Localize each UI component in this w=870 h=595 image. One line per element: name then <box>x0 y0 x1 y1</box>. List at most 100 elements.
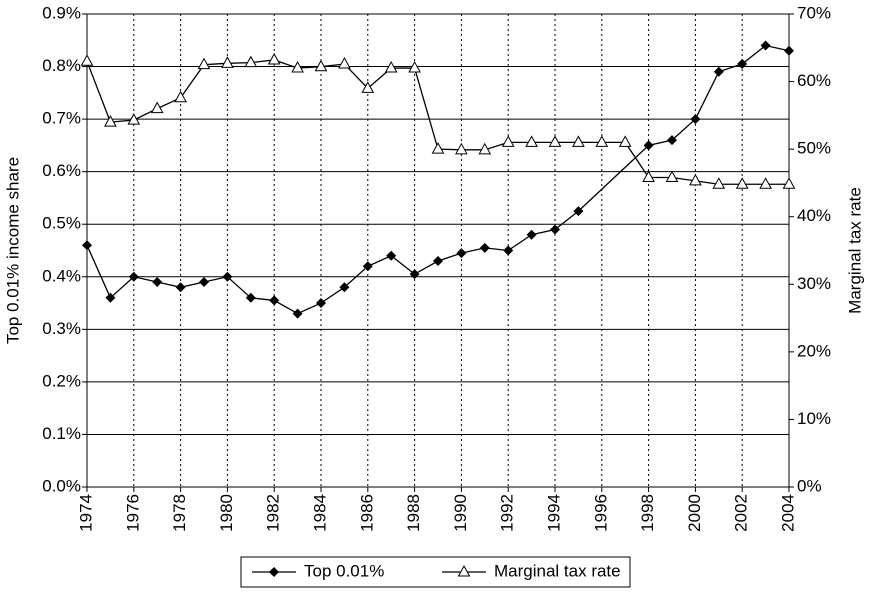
data-point <box>642 170 655 183</box>
x-tick-label: 2004 <box>778 494 797 532</box>
y-tick-label: 0.9% <box>42 3 81 22</box>
y2-tick-label: 20% <box>797 341 831 360</box>
data-point <box>316 298 326 309</box>
data-point <box>314 59 328 72</box>
x-tick-label: 1974 <box>76 494 95 532</box>
y-tick-label: 0.7% <box>42 109 81 128</box>
data-point <box>269 295 280 306</box>
y2-tick-label: 50% <box>797 139 831 158</box>
y-tick-label: 0.2% <box>42 371 81 390</box>
y-tick-label: 0.0% <box>42 476 81 495</box>
data-point <box>503 245 514 256</box>
x-tick-label: 1996 <box>591 494 610 532</box>
plot-frame <box>86 13 790 488</box>
data-point <box>665 170 679 183</box>
data-point <box>409 269 420 280</box>
y-tick-label: 0.8% <box>42 56 81 75</box>
data-point <box>433 256 443 267</box>
data-point <box>737 58 748 69</box>
data-point <box>384 61 398 73</box>
data-point <box>526 229 537 240</box>
data-point <box>759 177 772 189</box>
data-point <box>760 40 771 51</box>
data-point <box>595 135 609 147</box>
data-point <box>667 135 677 146</box>
y2-tick-label: 10% <box>797 409 831 428</box>
data-point <box>712 177 726 189</box>
x-tick-label: 1982 <box>264 494 283 532</box>
data-point <box>643 140 654 151</box>
data-point <box>175 282 186 293</box>
data-point <box>174 90 187 103</box>
data-point <box>222 271 233 282</box>
y2-axis-title: Marginal tax rate <box>845 187 864 314</box>
y-tick-label: 0.1% <box>42 424 81 443</box>
data-point <box>150 101 164 114</box>
data-point <box>197 57 211 70</box>
data-point <box>501 135 515 147</box>
x-tick-label: 1998 <box>638 494 657 532</box>
data-point <box>782 177 796 189</box>
y-tick-label: 0.6% <box>42 161 81 180</box>
data-point <box>292 308 303 319</box>
x-tick-label: 1984 <box>310 494 329 532</box>
legend-marker <box>457 564 471 577</box>
x-tick-label: 1980 <box>217 494 236 532</box>
data-point <box>267 52 281 65</box>
y-tick-label: 0.4% <box>42 266 81 285</box>
y2-tick-label: 70% <box>797 3 831 22</box>
data-point <box>361 81 375 93</box>
data-point <box>478 142 492 155</box>
x-tick-label: 1976 <box>123 494 142 532</box>
data-point <box>525 135 538 147</box>
x-tick-label: 1992 <box>498 494 517 532</box>
data-point <box>105 292 116 303</box>
data-point <box>784 45 794 56</box>
legend-label: Top 0.01% <box>304 561 384 580</box>
data-point <box>456 248 467 259</box>
data-point <box>221 56 234 68</box>
data-point <box>199 277 209 288</box>
data-point <box>244 55 258 68</box>
x-tick-label: 2002 <box>732 494 751 532</box>
data-point <box>572 135 585 147</box>
x-tick-label: 1986 <box>357 494 376 532</box>
data-point <box>152 277 163 288</box>
y2-tick-label: 40% <box>797 206 831 225</box>
data-point <box>245 292 256 303</box>
legend-label: Marginal tax rate <box>494 561 621 580</box>
series-line <box>86 59 789 185</box>
data-point <box>128 271 139 282</box>
data-point <box>339 282 350 293</box>
x-tick-label: 2000 <box>685 494 704 532</box>
data-point <box>713 66 724 77</box>
data-point <box>80 54 94 66</box>
data-point <box>455 142 468 155</box>
data-point <box>735 177 749 189</box>
x-tick-label: 1978 <box>170 494 189 532</box>
data-point <box>690 114 701 125</box>
data-point <box>127 113 141 125</box>
y-axis-title: Top 0.01% income share <box>3 157 22 344</box>
data-point <box>408 61 421 73</box>
data-point <box>386 250 397 261</box>
data-point <box>689 173 702 186</box>
y2-tick-label: 30% <box>797 274 831 293</box>
data-point <box>550 224 560 235</box>
data-point <box>479 242 490 253</box>
legend-box <box>240 556 631 588</box>
data-point <box>338 56 351 69</box>
data-point <box>548 135 562 147</box>
x-tick-label: 1990 <box>451 494 470 532</box>
y-tick-label: 0.5% <box>42 214 81 233</box>
data-point <box>431 142 445 154</box>
y2-tick-label: 60% <box>797 71 831 90</box>
data-point <box>104 115 117 127</box>
data-point <box>573 206 584 217</box>
y-tick-label: 0.3% <box>42 319 81 338</box>
x-tick-label: 1988 <box>404 494 423 532</box>
x-tick-label: 1994 <box>544 494 563 532</box>
data-point <box>618 135 632 147</box>
legend-marker <box>269 567 279 577</box>
